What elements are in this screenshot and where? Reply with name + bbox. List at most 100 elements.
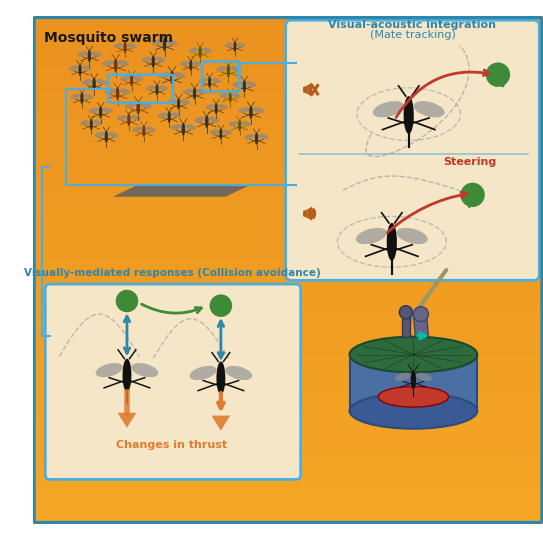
Bar [33, 158, 543, 164]
Ellipse shape [77, 51, 88, 57]
Ellipse shape [190, 59, 192, 71]
Text: Mosquito swarm: Mosquito swarm [45, 31, 173, 44]
Bar [33, 133, 543, 138]
Bar [33, 508, 543, 514]
Ellipse shape [217, 361, 225, 395]
Bar [33, 366, 543, 372]
Bar [33, 472, 543, 478]
Bar [33, 270, 543, 275]
Ellipse shape [131, 363, 159, 377]
Bar [33, 265, 543, 270]
Ellipse shape [238, 107, 249, 113]
Bar [33, 153, 543, 158]
Bar [33, 361, 543, 366]
Ellipse shape [193, 87, 197, 100]
Ellipse shape [188, 48, 199, 53]
Ellipse shape [146, 126, 155, 132]
Bar [33, 209, 543, 214]
Ellipse shape [81, 79, 92, 85]
Ellipse shape [180, 99, 190, 105]
Ellipse shape [89, 107, 99, 113]
Ellipse shape [70, 93, 80, 99]
Ellipse shape [130, 115, 141, 120]
Ellipse shape [88, 50, 91, 62]
Ellipse shape [84, 93, 93, 99]
Bar [33, 82, 543, 87]
Polygon shape [413, 314, 428, 336]
Bar [33, 62, 543, 67]
Ellipse shape [78, 64, 81, 76]
Bar [33, 514, 543, 518]
Bar [33, 184, 543, 189]
Ellipse shape [205, 115, 209, 129]
Bar [33, 437, 543, 442]
Ellipse shape [119, 89, 130, 94]
Ellipse shape [114, 58, 118, 72]
Ellipse shape [168, 111, 171, 123]
Polygon shape [113, 185, 249, 197]
Ellipse shape [414, 101, 445, 117]
Bar [33, 280, 543, 285]
Ellipse shape [68, 65, 79, 71]
Bar [33, 255, 543, 260]
Ellipse shape [202, 48, 212, 53]
Bar [33, 214, 543, 219]
Bar [33, 427, 543, 433]
Bar [33, 321, 543, 326]
Ellipse shape [167, 99, 177, 105]
Ellipse shape [136, 100, 140, 114]
Ellipse shape [105, 130, 108, 143]
Bar [33, 16, 543, 22]
Ellipse shape [350, 336, 477, 373]
Ellipse shape [236, 43, 245, 47]
Bar [33, 468, 543, 473]
Bar [33, 300, 543, 306]
Ellipse shape [93, 120, 103, 125]
Polygon shape [307, 83, 312, 97]
FancyBboxPatch shape [286, 20, 539, 280]
Ellipse shape [123, 359, 131, 392]
Bar [33, 168, 543, 174]
Text: Changes in thrust: Changes in thrust [117, 440, 228, 450]
Bar [33, 503, 543, 508]
Ellipse shape [185, 124, 196, 130]
Ellipse shape [194, 117, 205, 123]
Bar [33, 372, 543, 376]
Ellipse shape [196, 89, 207, 94]
Bar [33, 493, 543, 498]
Bar [33, 189, 543, 194]
Bar [33, 107, 543, 113]
Bar [33, 295, 543, 300]
Ellipse shape [190, 366, 217, 380]
Ellipse shape [350, 393, 477, 429]
Bar [33, 483, 543, 488]
Bar [33, 230, 543, 234]
Ellipse shape [226, 64, 230, 78]
Ellipse shape [174, 72, 186, 78]
Ellipse shape [372, 101, 404, 117]
Bar [33, 199, 543, 204]
Ellipse shape [171, 124, 181, 130]
Ellipse shape [214, 103, 218, 114]
Ellipse shape [127, 113, 130, 126]
Ellipse shape [229, 92, 232, 103]
Bar [33, 260, 543, 265]
Ellipse shape [396, 228, 428, 244]
Bar [33, 422, 543, 427]
Bar [33, 204, 543, 209]
Ellipse shape [252, 107, 264, 113]
Ellipse shape [218, 104, 228, 109]
Ellipse shape [146, 85, 155, 90]
Bar [33, 488, 543, 493]
Bar [33, 123, 543, 128]
Ellipse shape [105, 89, 116, 94]
FancyBboxPatch shape [45, 284, 301, 480]
Ellipse shape [152, 39, 163, 45]
Bar [33, 402, 543, 407]
Bar [33, 376, 543, 382]
Ellipse shape [166, 39, 178, 45]
Bar [33, 26, 543, 32]
Bar [33, 179, 543, 184]
Ellipse shape [180, 61, 190, 66]
Ellipse shape [163, 38, 166, 51]
